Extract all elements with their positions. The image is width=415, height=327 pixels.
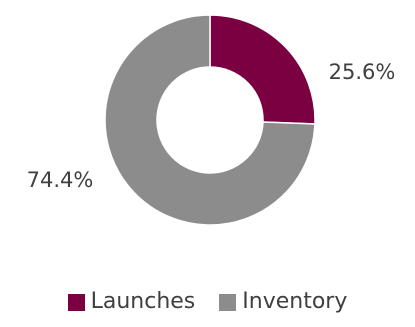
legend-swatch-launches <box>67 293 85 311</box>
slice-launches <box>209 14 316 125</box>
legend-swatch-inventory <box>219 293 237 311</box>
legend-item-launches: Launches <box>67 289 196 314</box>
data-label-launches: 25.6% <box>329 60 396 84</box>
legend-label-inventory: Inventory <box>242 289 348 314</box>
slice-inventory <box>104 14 316 226</box>
legend-label-launches: Launches <box>90 289 196 314</box>
chart-canvas: 25.6% 74.4% <box>27 14 396 226</box>
chart-legend: Launches Inventory <box>0 285 415 319</box>
legend-item-inventory: Inventory <box>219 291 347 313</box>
data-label-inventory: 74.4% <box>27 168 94 192</box>
